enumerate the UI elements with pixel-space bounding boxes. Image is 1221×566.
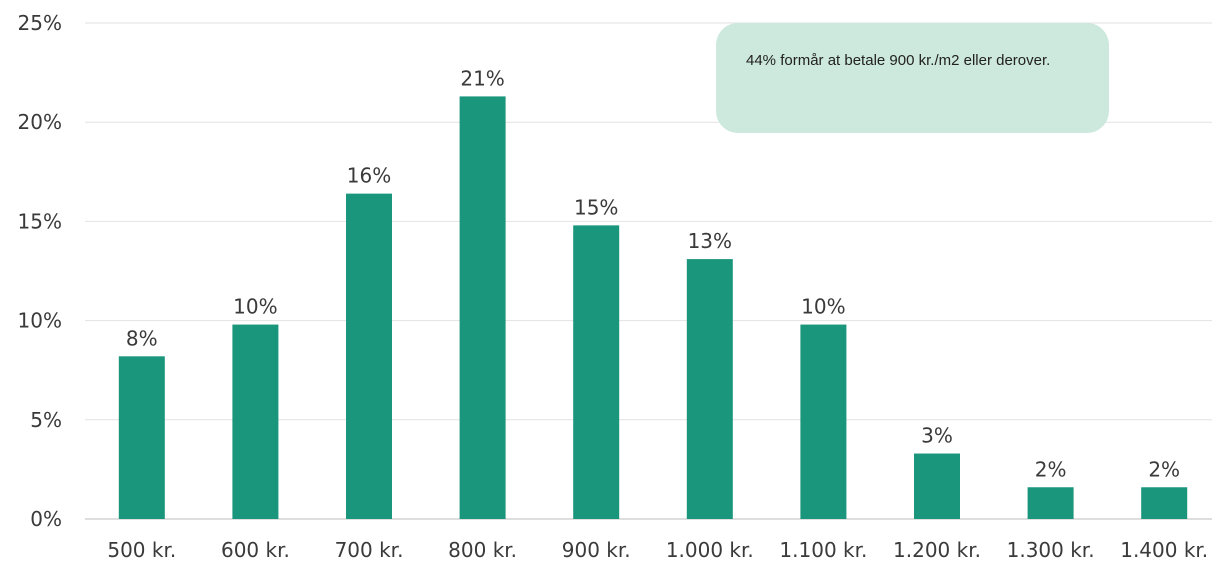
bar <box>459 96 506 520</box>
data-label: 13% <box>688 229 732 253</box>
data-labels: 8% 10% 16% 21% 15% 13% 10% 3% 2% 2% <box>126 66 1180 481</box>
bar <box>686 259 733 519</box>
bars <box>118 96 1188 520</box>
data-label: 10% <box>233 295 277 319</box>
bar <box>232 324 279 519</box>
bar <box>800 324 847 519</box>
bar <box>118 356 165 519</box>
data-label: 2% <box>1035 457 1067 481</box>
x-tick-label: 700 kr. <box>335 538 404 562</box>
data-label: 8% <box>126 326 158 350</box>
data-label: 10% <box>801 295 845 319</box>
data-label: 2% <box>1148 457 1180 481</box>
bar <box>1141 487 1188 519</box>
x-tick-label: 1.100 kr. <box>779 538 867 562</box>
y-tick-label: 0% <box>30 507 62 531</box>
x-tick-label: 500 kr. <box>107 538 176 562</box>
annotation-box: 44% formår at betale 900 kr./m2 eller de… <box>716 23 1109 133</box>
data-label: 3% <box>921 424 953 448</box>
data-label: 21% <box>460 66 504 90</box>
bar <box>1027 487 1074 519</box>
x-tick-label: 900 kr. <box>562 538 631 562</box>
y-tick-label: 5% <box>30 408 62 432</box>
x-tick-label: 1.300 kr. <box>1007 538 1095 562</box>
bar <box>346 193 392 519</box>
y-axis-tick-labels: 0% 5% 10% 15% 20% 25% <box>18 11 62 531</box>
y-tick-label: 25% <box>18 11 62 35</box>
annotation-text: 44% formår at betale 900 kr./m2 eller de… <box>746 52 1051 69</box>
x-tick-label: 1.200 kr. <box>893 538 981 562</box>
x-tick-label: 1.000 kr. <box>666 538 754 562</box>
data-label: 15% <box>574 195 618 219</box>
y-tick-label: 20% <box>18 110 62 134</box>
x-tick-label: 800 kr. <box>448 538 517 562</box>
x-tick-label: 1.400 kr. <box>1120 538 1208 562</box>
bar <box>573 225 620 520</box>
y-tick-label: 10% <box>18 309 62 333</box>
x-axis-tick-labels: 500 kr. 600 kr. 700 kr. 800 kr. 900 kr. 1.000… <box>107 538 1208 562</box>
y-tick-label: 15% <box>18 209 62 233</box>
bar <box>914 453 960 519</box>
x-tick-label: 600 kr. <box>221 538 290 562</box>
data-label: 16% <box>347 164 391 188</box>
